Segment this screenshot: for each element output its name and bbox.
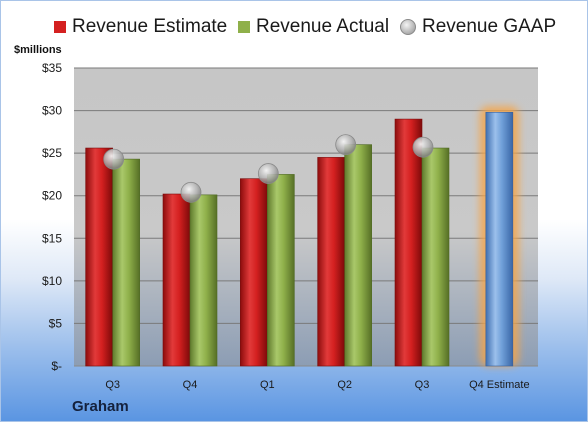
legend-swatch-estimate: [54, 21, 66, 33]
y-axis-ticks: $- $5 $10 $15 $20 $25 $30 $35: [42, 61, 62, 373]
legend-swatch-actual: [238, 21, 250, 33]
bar-revenue-actual: [344, 144, 372, 367]
company-name: Graham: [72, 398, 129, 415]
x-tick-label: Q4: [183, 379, 198, 391]
y-tick-label: $30: [42, 104, 62, 118]
x-tick-label: Q3: [105, 379, 120, 391]
y-tick-label: $-: [51, 359, 62, 373]
y-tick-label: $5: [49, 316, 63, 330]
legend-item-gaap: Revenue GAAP: [400, 16, 556, 38]
x-tick-label: Q3: [415, 379, 430, 391]
bar-revenue-estimate: [85, 147, 113, 367]
bar-revenue-estimate: [240, 178, 268, 367]
legend-item-actual: Revenue Actual: [238, 16, 389, 38]
marker-revenue-gaap: [103, 148, 125, 170]
y-tick-label: $10: [42, 274, 62, 288]
y-tick-label: $15: [42, 231, 62, 245]
x-tick-label: Q4 Estimate: [469, 379, 530, 391]
y-unit-label: $millions: [14, 44, 62, 56]
marker-revenue-gaap: [412, 136, 434, 158]
legend-item-estimate: Revenue Estimate: [54, 16, 227, 38]
bar-revenue-actual: [267, 174, 295, 367]
x-axis-ticks: Q3 Q4 Q1 Q2 Q3 Q4 Estimate: [105, 379, 529, 391]
gridlines: [74, 67, 538, 367]
y-tick-label: $20: [42, 189, 62, 203]
bar-revenue-estimate-forecast: [485, 111, 514, 367]
legend-bullet-gaap: [400, 19, 416, 35]
legend-label-gaap: Revenue GAAP: [422, 16, 557, 37]
legend: Revenue Estimate Revenue Actual Revenue …: [0, 16, 588, 40]
bar-revenue-actual: [112, 158, 140, 367]
x-tick-label: Q2: [337, 379, 352, 391]
bar-revenue-estimate: [394, 118, 423, 367]
gaap-markers: [103, 134, 434, 203]
bars: [85, 106, 519, 367]
marker-revenue-gaap: [335, 134, 357, 156]
bar-revenue-actual: [189, 194, 218, 367]
legend-label-estimate: Revenue Estimate: [72, 16, 228, 37]
marker-revenue-gaap: [257, 163, 279, 184]
bar-revenue-estimate: [317, 157, 345, 367]
y-tick-label: $25: [42, 146, 62, 160]
plot-area: [74, 68, 538, 366]
bar-revenue-estimate: [162, 193, 191, 367]
legend-label-actual: Revenue Actual: [256, 16, 390, 37]
bar-revenue-actual: [421, 147, 450, 367]
y-tick-label: $35: [42, 61, 62, 75]
marker-revenue-gaap: [180, 181, 202, 203]
x-tick-label: Q1: [260, 379, 275, 391]
